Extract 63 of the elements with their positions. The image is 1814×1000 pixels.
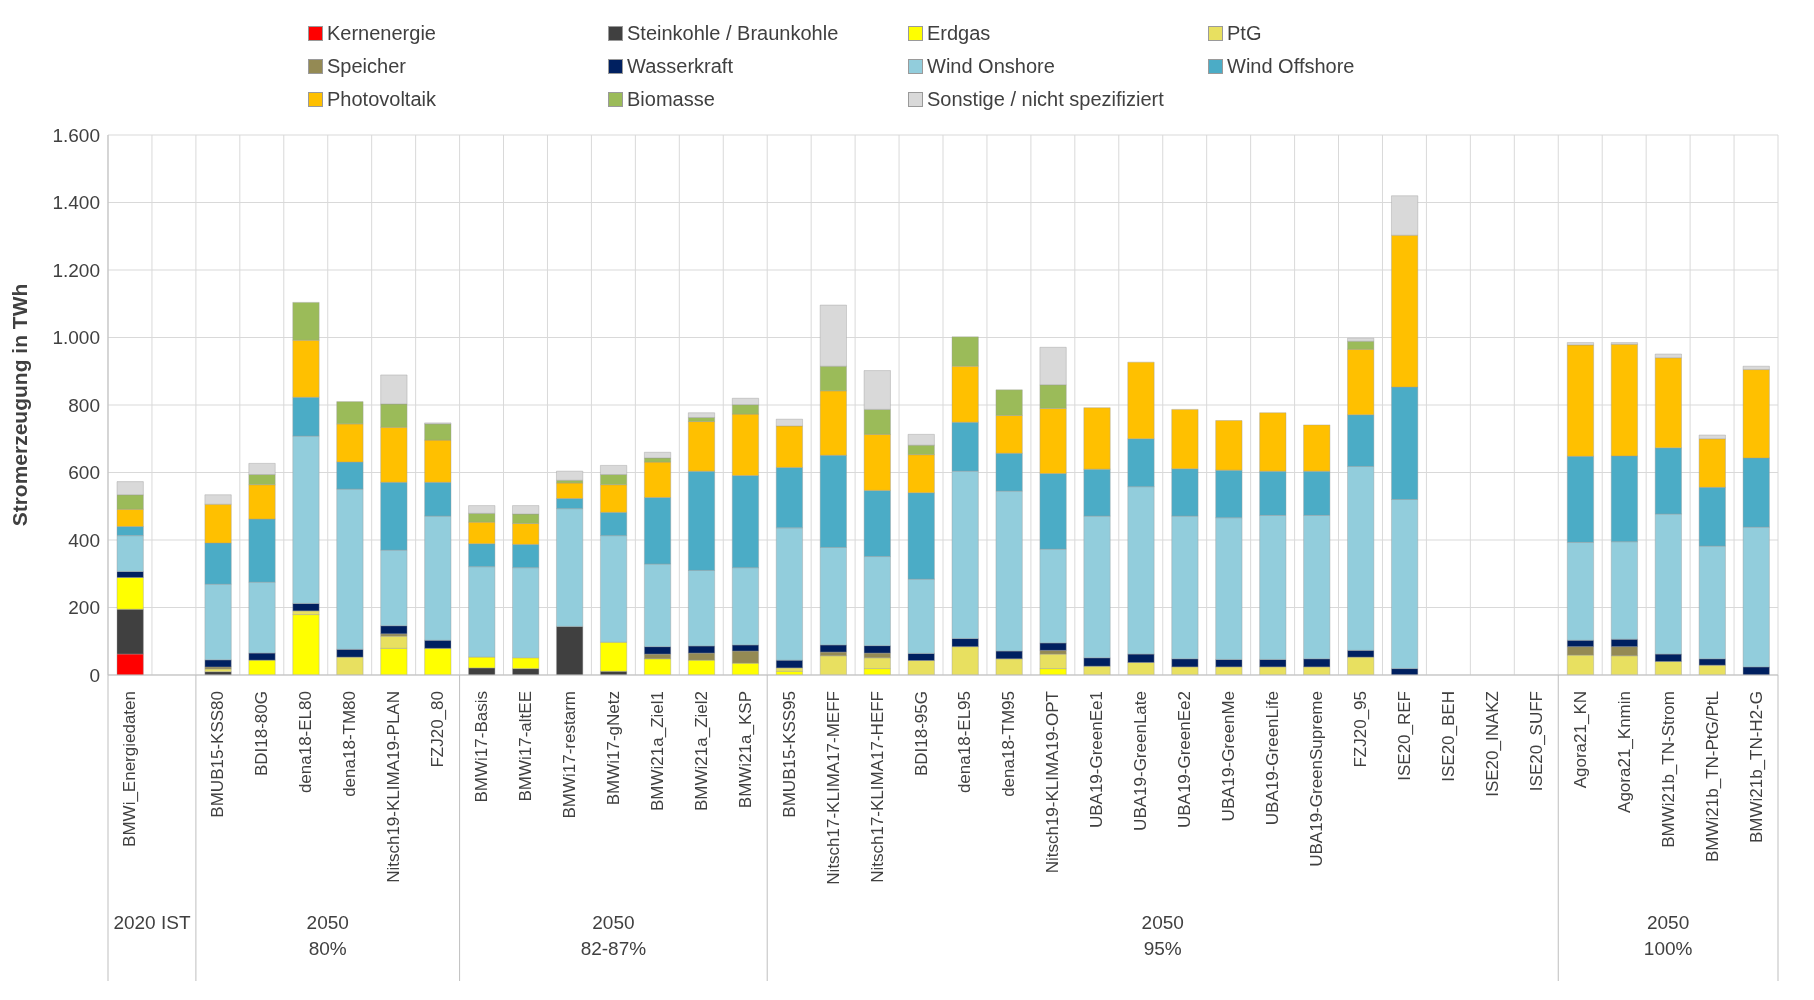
x-tick-label: UBA19-GreenEe2 bbox=[1175, 691, 1195, 829]
x-tick-label: BMWi17-Basis bbox=[472, 691, 492, 803]
legend-label: Kernenergie bbox=[327, 22, 436, 45]
legend-label: Steinkohle / Braunkohle bbox=[627, 22, 839, 45]
x-tick-label: BMWi21b_TN-PtG/PtL bbox=[1702, 691, 1722, 862]
x-tick-label: ISE20_SUFF bbox=[1526, 691, 1546, 792]
legend-label: Sonstige / nicht spezifiziert bbox=[927, 88, 1164, 111]
x-tick-label: BMUB15-KSS80 bbox=[208, 691, 228, 818]
y-axis-title: Stromerzeugung in TWh bbox=[8, 283, 32, 527]
x-tick-label: ISE20_BEH bbox=[1438, 691, 1458, 782]
legend-label: Biomasse bbox=[627, 88, 715, 111]
legend-label: Speicher bbox=[327, 55, 406, 78]
x-tick-label: UBA19-GreenEe1 bbox=[1087, 691, 1107, 829]
x-tick-label: Agora21_Knmin bbox=[1614, 691, 1634, 813]
x-tick-label: BMWi17-gNetz bbox=[603, 691, 623, 806]
x-tick-label: BMUB15-KSS95 bbox=[779, 691, 799, 818]
x-tick-label: BMWi21b_TN-Strom bbox=[1658, 691, 1678, 848]
legend-label: PtG bbox=[1227, 22, 1262, 45]
text: 2050 80% bbox=[306, 912, 349, 959]
x-tick-label: UBA19-GreenLate bbox=[1131, 691, 1151, 831]
x-tick-label: Nitsch19-KLIMA19-OPT bbox=[1043, 691, 1063, 874]
x-tick-label: dena18-EL80 bbox=[296, 691, 316, 794]
x-tick-label: dena18-EL95 bbox=[955, 691, 975, 794]
x-tick-label: BMWi17-altEE bbox=[516, 691, 535, 802]
x-tick-label: BMWi17-restarm bbox=[559, 691, 579, 819]
x-tick-label: BDI18-80G bbox=[252, 691, 272, 777]
y-tick-label: 1.400 bbox=[52, 192, 100, 214]
y-tick-label: 400 bbox=[68, 529, 100, 551]
x-tick-label: BMWi21a_Ziel1 bbox=[647, 691, 667, 811]
x-tick-label: Agora21_KN bbox=[1570, 691, 1590, 789]
legend-label: Wasserkraft bbox=[627, 55, 733, 78]
x-tick-label: Nitsch17-KLIMA17-MEFF bbox=[823, 691, 843, 885]
text: 2050 82-87% bbox=[580, 912, 647, 959]
text: 2050 95% bbox=[1141, 912, 1184, 959]
x-tick-label: dena18-TM80 bbox=[340, 691, 360, 797]
legend-label: Photovoltaik bbox=[327, 88, 436, 111]
x-tick-label: dena18-TM95 bbox=[999, 691, 1019, 797]
x-tick-label: BMWi_Energiedaten bbox=[120, 691, 140, 847]
x-tick-label: UBA19-GreenMe bbox=[1219, 691, 1239, 822]
x-tick-label: ISE20_INAKZ bbox=[1482, 691, 1502, 797]
y-tick-label: 200 bbox=[68, 597, 100, 619]
x-tick-label: FZJ20_95 bbox=[1351, 691, 1370, 768]
text: 2020 IST bbox=[113, 912, 191, 933]
x-tick-label: FZJ20_80 bbox=[428, 691, 448, 768]
x-tick-label: UBA19-GreenSupreme bbox=[1307, 691, 1327, 867]
x-tick-label: BMWi21a_KSP bbox=[735, 691, 755, 809]
x-tick-label: BMWi21b_TN-H2-G bbox=[1746, 691, 1766, 844]
legend-label: Wind Offshore bbox=[1227, 55, 1355, 78]
x-tick-label: BDI18-95G bbox=[911, 691, 931, 777]
y-tick-label: 600 bbox=[68, 462, 100, 484]
x-tick-label: Nitsch17-KLIMA17-HEFF bbox=[867, 691, 887, 883]
legend-label: Erdgas bbox=[927, 22, 991, 45]
y-tick-label: 1.000 bbox=[52, 327, 100, 349]
y-tick-label: 1.200 bbox=[52, 259, 100, 281]
y-tick-label: 1.600 bbox=[52, 124, 100, 146]
y-tick-label: 800 bbox=[68, 394, 100, 416]
x-tick-label: BMWi21a_Ziel2 bbox=[691, 691, 711, 811]
x-tick-label: UBA19-GreenLife bbox=[1263, 691, 1283, 826]
text: 2050 100% bbox=[1643, 912, 1693, 959]
x-tick-label: ISE20_REF bbox=[1394, 691, 1414, 781]
x-tick-label: Nitsch19-KLIMA19-PLAN bbox=[384, 691, 404, 883]
y-tick-label: 0 bbox=[89, 664, 100, 686]
legend-label: Wind Onshore bbox=[927, 55, 1055, 78]
